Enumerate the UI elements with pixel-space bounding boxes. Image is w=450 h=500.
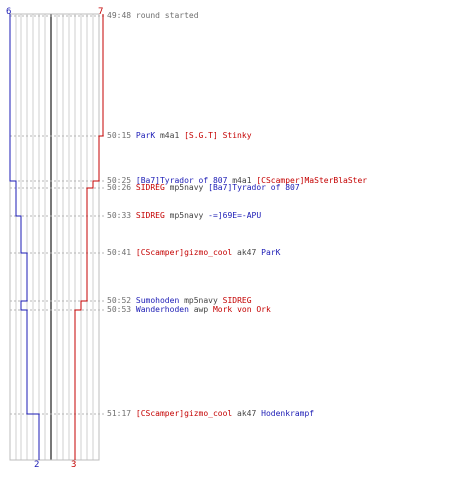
event-time: 50:53: [107, 305, 136, 314]
event-weapon: m4a1: [155, 131, 185, 140]
player-name: SIDREG: [135, 183, 165, 192]
player-name: ParK: [135, 131, 156, 140]
player-name: [S.G.T] Stinky: [184, 131, 252, 140]
player-name: ParK: [261, 248, 281, 257]
player-name: SIDREG: [135, 211, 165, 220]
red-end-count: 3: [71, 460, 76, 470]
grid-border: [9, 13, 100, 461]
event-weapon: mp5navy: [164, 183, 209, 192]
event-weapon: awp: [188, 305, 213, 314]
event-time: 50:33: [107, 211, 136, 220]
blue-start-count: 6: [6, 7, 11, 17]
player-name: SIDREG: [222, 296, 252, 305]
red-team-alive-line: [74, 14, 104, 460]
event-row: 50:41 [CScamper]gizmo_cool ak47 ParK: [107, 248, 280, 257]
event-row: 50:26 SIDREG mp5navy [Ba7]Tyrador of 807: [107, 183, 300, 192]
event-time: 51:17: [107, 409, 136, 418]
player-name: Sumohoden: [135, 296, 180, 305]
player-name: Mork von Ork: [212, 305, 271, 314]
event-row: 50:53 Wanderhoden awp Mork von Ork: [107, 305, 271, 314]
player-name: [CScamper]MaSterBlaSter: [256, 176, 368, 185]
player-name: Wanderhoden: [135, 305, 189, 314]
event-weapon: mp5navy: [179, 296, 223, 305]
event-time: 50:26: [107, 183, 136, 192]
event-time: 49:48: [107, 11, 136, 20]
event-weapon: ak47: [232, 409, 262, 418]
player-name: [CScamper]gizmo_cool: [135, 409, 233, 418]
event-row: 50:52 Sumohoden mp5navy SIDREG: [107, 296, 252, 305]
event-row: 51:17 [CScamper]gizmo_cool ak47 Hodenkra…: [107, 409, 314, 418]
event-row: 49:48 round started: [107, 11, 199, 20]
alive-count-grid: [9, 13, 100, 461]
player-name: [Ba7]Tyrador of 807: [208, 183, 300, 192]
player-name: round started: [135, 11, 199, 20]
red-start-count: 7: [98, 7, 103, 17]
event-row: 50:33 SIDREG mp5navy -=]69E=-APU: [107, 211, 261, 220]
event-weapon: ak47: [232, 248, 262, 257]
event-row: 50:15 ParK m4a1 [S.G.T] Stinky: [107, 131, 252, 140]
blue-team-alive-line: [9, 14, 40, 460]
blue-end-count: 2: [34, 460, 39, 470]
event-weapon: m4a1: [227, 176, 257, 185]
event-row: 50:25 [Ba7]Tyrador of 807 m4a1 [CScamper…: [107, 176, 367, 185]
player-name: [Ba7]Tyrador of 807: [135, 176, 228, 185]
event-weapon: mp5navy: [164, 211, 209, 220]
player-name: Hodenkrampf: [261, 409, 315, 418]
event-time: 50:25: [107, 176, 136, 185]
player-name: [CScamper]gizmo_cool: [135, 248, 233, 257]
event-time: 50:15: [107, 131, 136, 140]
event-time: 50:41: [107, 248, 136, 257]
player-name: -=]69E=-APU: [208, 211, 262, 220]
event-time: 50:52: [107, 296, 136, 305]
